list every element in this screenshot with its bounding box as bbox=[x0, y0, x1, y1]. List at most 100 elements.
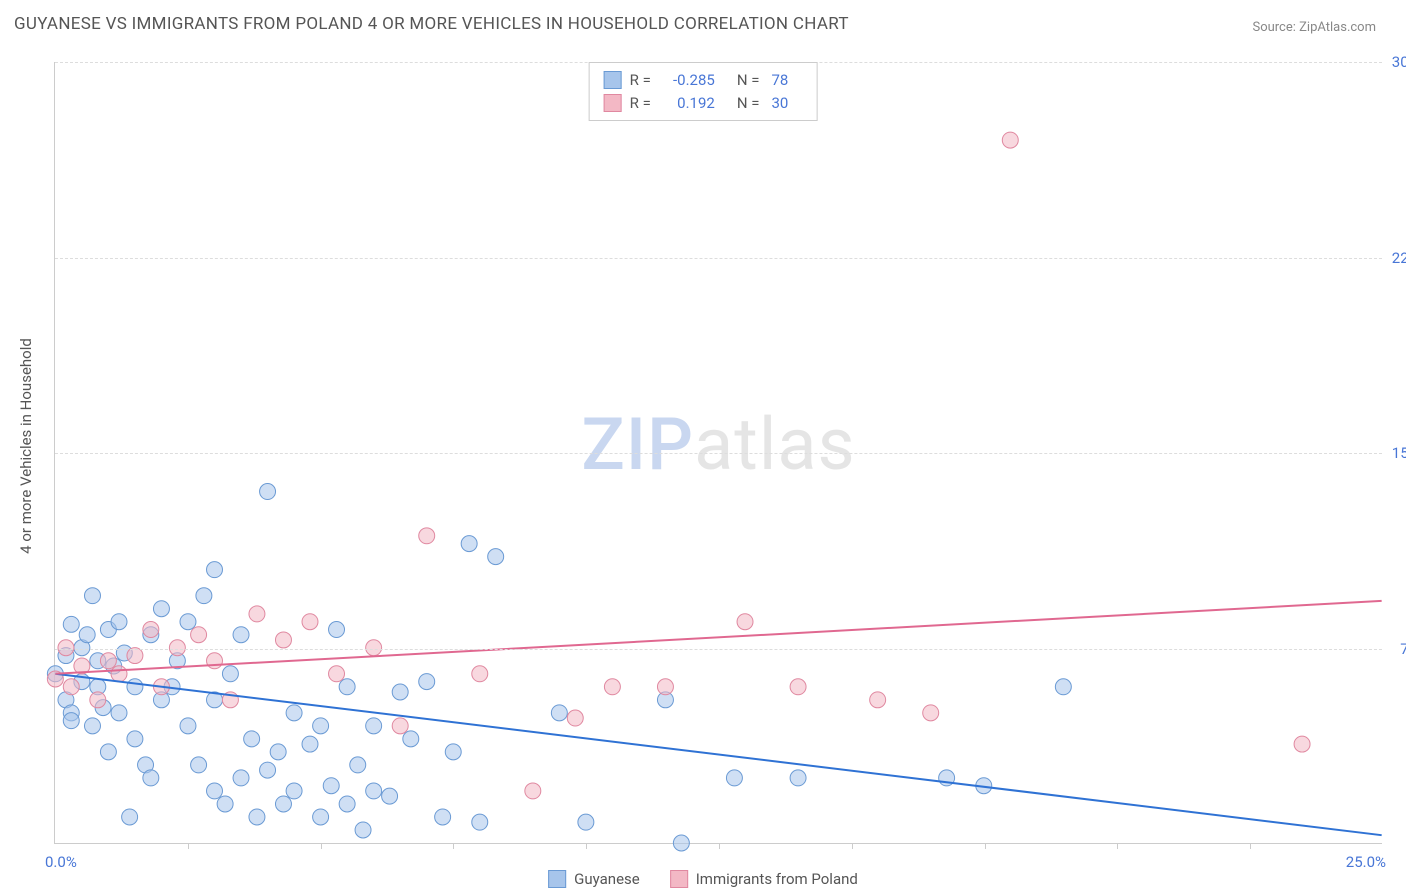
scatter-point bbox=[84, 718, 100, 734]
source-attribution: Source: ZipAtlas.com bbox=[1252, 20, 1376, 35]
scatter-point bbox=[567, 710, 583, 726]
scatter-point bbox=[366, 718, 382, 734]
scatter-point bbox=[111, 666, 127, 682]
scatter-point bbox=[461, 536, 477, 552]
scatter-point bbox=[249, 606, 265, 622]
x-tick bbox=[985, 843, 986, 849]
scatter-point bbox=[143, 622, 159, 638]
scatter-point bbox=[100, 653, 116, 669]
scatter-point bbox=[870, 692, 886, 708]
scatter-point bbox=[286, 783, 302, 799]
x-tick bbox=[453, 843, 454, 849]
stat-n-value: 30 bbox=[771, 92, 788, 115]
gridline bbox=[55, 453, 1382, 454]
scatter-point bbox=[392, 718, 408, 734]
scatter-point bbox=[604, 679, 620, 695]
scatter-point bbox=[63, 679, 79, 695]
x-max-label: 25.0% bbox=[1346, 853, 1386, 871]
x-origin-label: 0.0% bbox=[45, 853, 77, 871]
scatter-point bbox=[323, 778, 339, 794]
scatter-point bbox=[196, 588, 212, 604]
x-tick bbox=[719, 843, 720, 849]
x-tick bbox=[321, 843, 322, 849]
scatter-point bbox=[63, 713, 79, 729]
scatter-point bbox=[207, 653, 223, 669]
bottom-legend: Guyanese Immigrants from Poland bbox=[548, 870, 858, 888]
scatter-point bbox=[302, 614, 318, 630]
scatter-point bbox=[222, 666, 238, 682]
y-tick-label: 15.0% bbox=[1392, 444, 1406, 462]
legend-label: Immigrants from Poland bbox=[696, 870, 858, 888]
scatter-point bbox=[249, 809, 265, 825]
stat-n-value: 78 bbox=[771, 69, 788, 92]
scatter-point bbox=[111, 614, 127, 630]
scatter-point bbox=[329, 622, 345, 638]
scatter-point bbox=[1294, 736, 1310, 752]
scatter-point bbox=[419, 674, 435, 690]
scatter-point bbox=[726, 770, 742, 786]
scatter-point bbox=[143, 770, 159, 786]
scatter-point bbox=[445, 744, 461, 760]
scatter-point bbox=[275, 632, 291, 648]
scatter-point bbox=[923, 705, 939, 721]
scatter-point bbox=[63, 616, 79, 632]
scatter-point bbox=[111, 705, 127, 721]
chart-plot-area: ZIPatlas 0.0% 25.0% 7.5%15.0%22.5%30.0% bbox=[54, 62, 1382, 844]
scatter-point bbox=[270, 744, 286, 760]
scatter-point bbox=[419, 528, 435, 544]
scatter-point bbox=[392, 684, 408, 700]
scatter-point bbox=[233, 770, 249, 786]
stat-r-label: R = bbox=[630, 92, 651, 115]
legend-swatch bbox=[604, 71, 622, 89]
y-tick-label: 22.5% bbox=[1392, 249, 1406, 267]
scatter-point bbox=[275, 796, 291, 812]
scatter-point bbox=[84, 588, 100, 604]
scatter-point bbox=[153, 601, 169, 617]
y-tick-label: 7.5% bbox=[1400, 640, 1406, 658]
scatter-point bbox=[435, 809, 451, 825]
scatter-point bbox=[180, 614, 196, 630]
gridline bbox=[55, 649, 1382, 650]
legend-swatch bbox=[670, 870, 688, 888]
legend-item: Immigrants from Poland bbox=[670, 870, 858, 888]
scatter-point bbox=[551, 705, 567, 721]
scatter-point bbox=[472, 814, 488, 830]
stats-row: R =0.192N =30 bbox=[604, 92, 803, 115]
legend-item: Guyanese bbox=[548, 870, 640, 888]
scatter-point bbox=[382, 788, 398, 804]
scatter-point bbox=[1055, 679, 1071, 695]
x-tick bbox=[586, 843, 587, 849]
legend-swatch bbox=[604, 94, 622, 112]
scatter-point bbox=[127, 648, 143, 664]
y-axis-title: 4 or more Vehicles in Household bbox=[17, 338, 35, 554]
gridline bbox=[55, 258, 1382, 259]
scatter-point bbox=[127, 679, 143, 695]
scatter-point bbox=[302, 736, 318, 752]
scatter-point bbox=[329, 666, 345, 682]
scatter-point bbox=[673, 835, 689, 851]
scatter-point bbox=[355, 822, 371, 838]
scatter-point bbox=[313, 718, 329, 734]
scatter-point bbox=[488, 549, 504, 565]
scatter-point bbox=[127, 731, 143, 747]
scatter-point bbox=[525, 783, 541, 799]
scatter-point bbox=[79, 627, 95, 643]
legend-label: Guyanese bbox=[574, 870, 640, 888]
scatter-point bbox=[122, 809, 138, 825]
stat-r-label: R = bbox=[630, 69, 651, 92]
scatter-point bbox=[100, 744, 116, 760]
scatter-point bbox=[790, 679, 806, 695]
scatter-point bbox=[366, 783, 382, 799]
scatter-point bbox=[1002, 132, 1018, 148]
scatter-point bbox=[260, 762, 276, 778]
scatter-point bbox=[339, 679, 355, 695]
y-tick-label: 30.0% bbox=[1392, 53, 1406, 71]
stat-r-value: 0.192 bbox=[663, 92, 715, 115]
scatter-point bbox=[180, 718, 196, 734]
stat-r-value: -0.285 bbox=[663, 69, 715, 92]
x-tick bbox=[1250, 843, 1251, 849]
scatter-point bbox=[191, 627, 207, 643]
scatter-point bbox=[313, 809, 329, 825]
x-tick bbox=[188, 843, 189, 849]
scatter-point bbox=[657, 679, 673, 695]
